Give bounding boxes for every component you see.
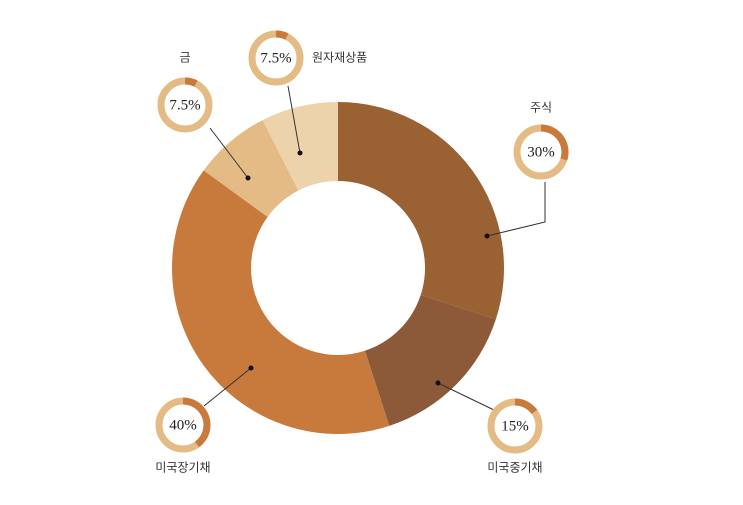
ring-bg xyxy=(514,125,568,179)
leader-dot xyxy=(484,233,490,239)
category-label: 원자재상품 xyxy=(312,51,367,65)
donut-segment xyxy=(364,294,496,426)
ring-arc xyxy=(541,124,569,161)
category-label: 미국장기채 xyxy=(155,461,210,475)
value-label: 7.5% xyxy=(260,50,291,66)
category-label: 미국중기채 xyxy=(487,461,542,475)
leader-dot xyxy=(297,150,303,156)
value-label: 7.5% xyxy=(169,97,200,113)
value-label: 40% xyxy=(169,417,197,433)
leader-line xyxy=(437,382,495,411)
ring-arc xyxy=(185,77,198,87)
ring-arc xyxy=(183,397,211,448)
leader-line xyxy=(209,127,249,179)
donut-segment xyxy=(171,170,390,435)
value-label: 15% xyxy=(501,418,529,434)
leader-dot xyxy=(245,175,251,181)
ring-bg xyxy=(158,78,212,132)
ring-arc xyxy=(276,30,289,40)
ring-bg xyxy=(488,399,542,453)
category-label: 금 xyxy=(179,51,190,65)
leader-line xyxy=(203,367,252,407)
donut-segment xyxy=(203,120,299,217)
category-label: 주식 xyxy=(530,101,552,115)
ring-arc xyxy=(515,398,538,414)
donut-segment xyxy=(338,102,504,320)
ring-bg xyxy=(249,31,303,85)
leader-dot xyxy=(248,365,254,371)
leader-line xyxy=(287,85,301,154)
donut-segment xyxy=(262,102,338,191)
ring-bg xyxy=(156,398,210,452)
leader-dot xyxy=(435,380,441,386)
value-label: 30% xyxy=(527,144,555,160)
leader-line xyxy=(486,182,546,237)
